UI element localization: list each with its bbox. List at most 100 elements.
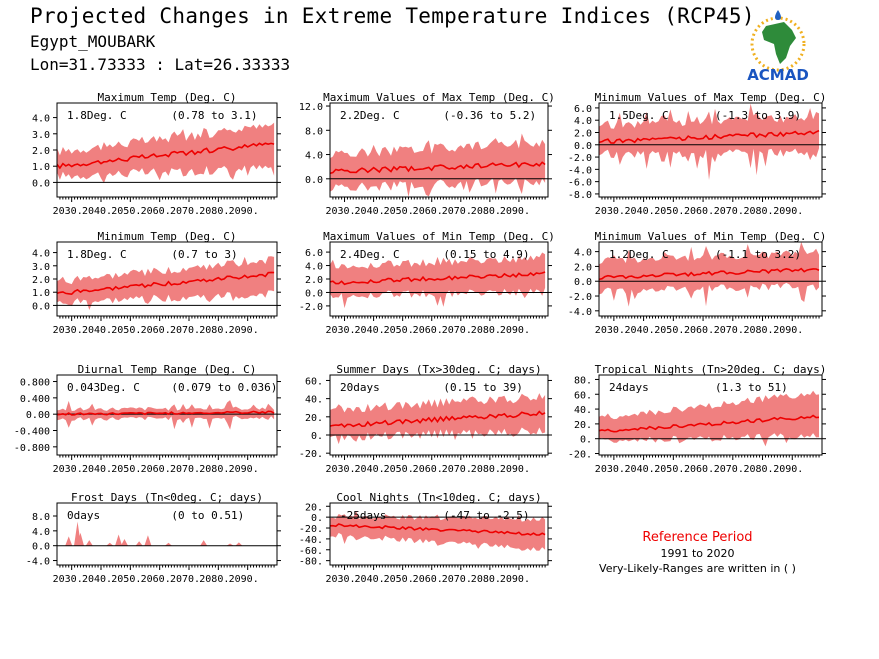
- x-tick-label: 2070.: [442, 325, 472, 336]
- data-spike: [235, 542, 243, 546]
- y-tick-label: 0.0: [574, 277, 592, 288]
- y-tick-label: 0.: [311, 431, 323, 442]
- y-tick-label: 0.400: [20, 394, 50, 405]
- y-tick-label: 2.0: [574, 262, 592, 273]
- median-line: [56, 142, 275, 170]
- chart-panel: -0.800 -0.400 0.00 0.400 0.800 2030. 2040. 2050…: [14, 363, 281, 475]
- likely-range-band: [599, 390, 819, 447]
- data-spike: [144, 535, 152, 546]
- data-spike: [115, 534, 123, 546]
- reference-note: Very-Likely-Ranges are written in ( ): [599, 562, 796, 575]
- x-tick-label: 2080.: [199, 325, 229, 336]
- change-value: 1.8Deg. C: [67, 109, 127, 122]
- plot-frame: [598, 241, 823, 317]
- y-tick-label: 4.0: [32, 114, 50, 125]
- y-tick-label: -2.0: [299, 302, 323, 313]
- y-tick-label: 20.: [574, 420, 592, 431]
- x-tick-label: 2080.: [471, 464, 501, 475]
- x-tick-label: 2030.: [53, 574, 83, 585]
- y-tick-label: 8.0: [32, 512, 50, 523]
- x-tick-label: 2080.: [471, 574, 501, 585]
- likely-range-band: [57, 122, 275, 184]
- panel-title: Tropical Nights (Tn>20deg. C; days): [595, 363, 827, 376]
- x-tick-label: 2060.: [141, 206, 171, 217]
- plot-frame: [329, 102, 549, 198]
- y-tick-label: 2.0: [574, 128, 592, 139]
- x-tick-label: 2070.: [170, 206, 200, 217]
- median-line: [329, 271, 546, 286]
- y-tick-label: 1.0: [32, 162, 50, 173]
- panel-title: Maximum Values of Min Temp (Deg. C): [323, 230, 555, 243]
- x-tick-label: 2090.: [773, 325, 803, 336]
- data-spike: [85, 540, 93, 546]
- station-coordinates: Lon=31.73333 : Lat=26.33333: [30, 55, 291, 74]
- x-tick-label: 2050.: [654, 464, 684, 475]
- panel-title: Cool Nights (Tn<10deg. C; days): [336, 491, 541, 504]
- x-tick-label: 2040.: [355, 325, 385, 336]
- likely-range: (0.079 to 0.036): [171, 381, 277, 394]
- panel-title: Frost Days (Tn<0deg. C; days): [71, 491, 263, 504]
- x-tick-label: 2090.: [229, 206, 259, 217]
- x-tick-label: 2030.: [53, 464, 83, 475]
- change-value: 20days: [340, 381, 380, 394]
- x-tick-label: 2050.: [111, 574, 141, 585]
- x-tick-label: 2030.: [53, 206, 83, 217]
- change-value: 1.2Deg. C: [609, 248, 669, 261]
- x-tick-label: 2060.: [413, 464, 443, 475]
- x-tick-label: 2050.: [384, 574, 414, 585]
- y-tick-label: 2.0: [32, 146, 50, 157]
- likely-range: (-1.1 to 3.2): [715, 248, 801, 261]
- likely-range: (-0.36 to 5.2): [443, 109, 536, 122]
- y-tick-label: 4.0: [32, 249, 50, 260]
- x-tick-label: 2090.: [229, 574, 259, 585]
- change-value: 1.5Deg. C: [609, 109, 669, 122]
- likely-range-band: [330, 511, 546, 551]
- y-tick-label: -20.: [568, 450, 592, 461]
- likely-range: (-1.3 to 3.9): [715, 109, 801, 122]
- panel-title: Minimum Temp (Deg. C): [97, 230, 236, 243]
- data-spike: [164, 542, 172, 546]
- likely-range-band: [330, 252, 546, 309]
- y-tick-label: 4.0: [32, 527, 50, 538]
- median-line: [56, 410, 275, 416]
- x-tick-label: 2090.: [229, 325, 259, 336]
- chart-panel: -4.0 -2.0 0.0 2.0 4.0 2030. 2040. 2050. 2060. 207…: [568, 230, 826, 336]
- change-value: 1.8Deg. C: [67, 248, 127, 261]
- logo-text: ACMAD: [747, 66, 809, 84]
- y-tick-label: 80.: [574, 375, 592, 386]
- x-tick-label: 2050.: [111, 325, 141, 336]
- y-tick-label: 60.: [305, 376, 323, 387]
- x-tick-label: 2090.: [500, 464, 530, 475]
- x-tick-label: 2030.: [595, 206, 625, 217]
- x-tick-label: 2040.: [82, 325, 112, 336]
- x-tick-label: 2080.: [743, 464, 773, 475]
- reference-years: 1991 to 2020: [660, 547, 735, 560]
- y-tick-label: -4.0: [26, 557, 50, 568]
- x-tick-label: 2030.: [325, 464, 355, 475]
- x-tick-label: 2030.: [595, 464, 625, 475]
- x-tick-label: 2080.: [471, 325, 501, 336]
- data-spike: [200, 540, 208, 546]
- x-tick-label: 2050.: [111, 464, 141, 475]
- y-tick-label: -8.0: [568, 190, 592, 201]
- likely-range: (0.78 to 3.1): [171, 109, 257, 122]
- x-tick-label: 2050.: [384, 464, 414, 475]
- plot-frame: [56, 502, 278, 566]
- median-line: [56, 271, 275, 296]
- y-tick-label: 0.0: [305, 175, 323, 186]
- x-tick-label: 2040.: [625, 206, 655, 217]
- plot-frame: [56, 374, 278, 456]
- x-tick-label: 2040.: [355, 206, 385, 217]
- x-tick-label: 2060.: [684, 464, 714, 475]
- x-tick-label: 2030.: [595, 325, 625, 336]
- x-tick-label: 2070.: [170, 464, 200, 475]
- y-tick-label: 3.0: [32, 130, 50, 141]
- x-tick-label: 2080.: [199, 574, 229, 585]
- change-value: -25days: [340, 509, 386, 522]
- likely-range: (0 to 0.51): [171, 509, 244, 522]
- y-tick-label: 8.0: [305, 126, 323, 137]
- x-tick-label: 2070.: [170, 574, 200, 585]
- x-tick-label: 2040.: [355, 464, 385, 475]
